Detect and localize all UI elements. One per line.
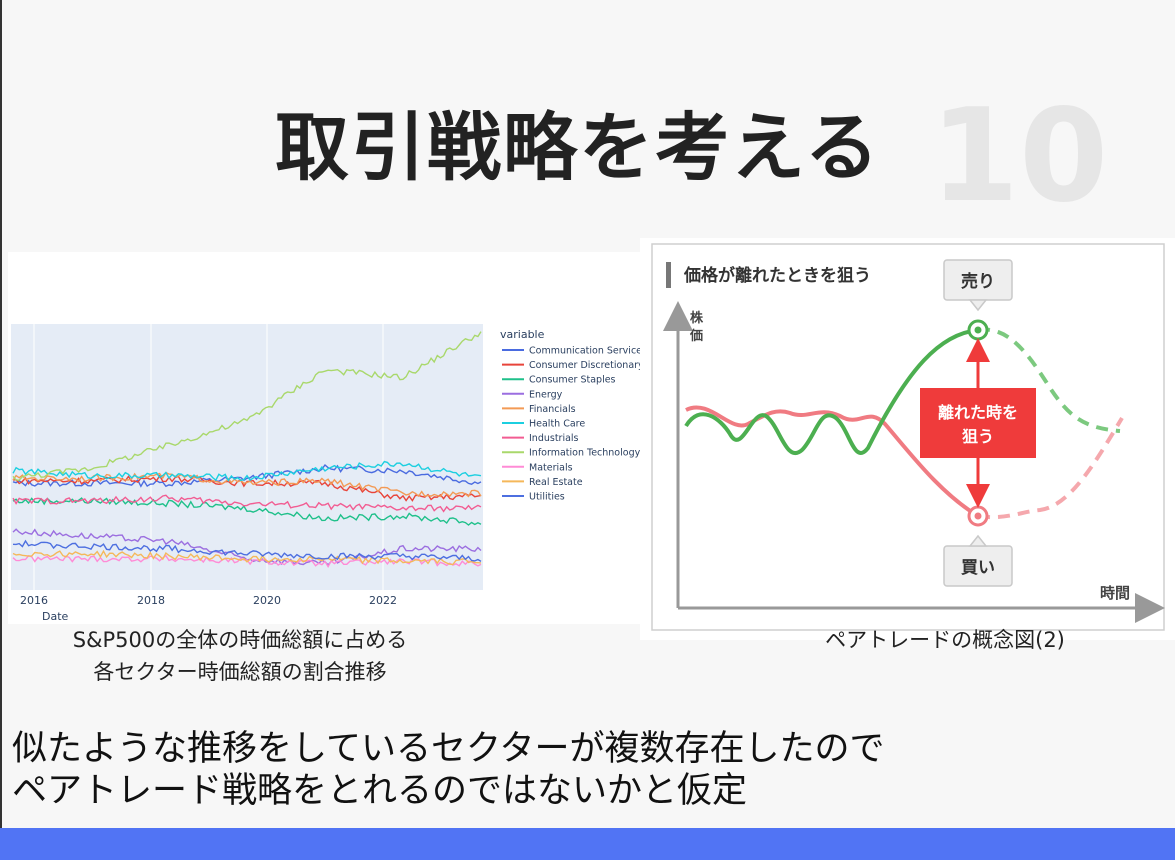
series-line-health-care xyxy=(12,460,482,482)
pair-trade-diagram: 価格が離れたときを狙う 株 価 時間 売り 買い 離れた時を 狙う xyxy=(640,238,1175,640)
diagram-header: 価格が離れたときを狙う xyxy=(683,265,871,286)
diagram-frame xyxy=(651,243,1165,631)
left-chart-caption: S&P500の全体の時価総額に占める 各セクター時価総額の割合推移 xyxy=(40,624,440,688)
series-lines xyxy=(12,331,482,569)
legend-label-materials: Materials xyxy=(529,462,573,473)
window-left-border xyxy=(0,0,2,860)
pink-price-line xyxy=(685,405,980,518)
series-line-utilities xyxy=(12,539,482,562)
x-tick-2018: 2018 xyxy=(137,594,165,607)
legend-label-information-technology: Information Technology xyxy=(529,448,640,459)
series-line-industrials xyxy=(12,494,482,513)
legend-label-health-care: Health Care xyxy=(529,419,585,430)
x-tick-2022: 2022 xyxy=(369,594,397,607)
legend-label-financials: Financials xyxy=(529,404,576,415)
bottom-accent-bar xyxy=(0,828,1175,860)
legend-label-consumer-discretionary: Consumer Discretionary xyxy=(529,360,640,371)
legend-label-communication-services: Communication Services xyxy=(529,346,640,357)
slide-title: 取引戦略を考える xyxy=(275,105,881,191)
legend-title: variable xyxy=(500,328,545,341)
sector-share-line-chart: 2016 2018 2020 2022 Date variable Communica… xyxy=(8,252,640,624)
series-line-consumer-staples xyxy=(12,497,482,526)
slide-body-text: 似たような推移をしているセクターが複数存在したので ペアトレード戦略をとれるので… xyxy=(12,728,885,812)
sell-callout-pointer xyxy=(968,299,988,312)
series-line-materials xyxy=(12,554,482,569)
x-tick-labels: 2016 2018 2020 2022 xyxy=(20,594,397,607)
legend: Communication Services Consumer Discretio… xyxy=(502,346,640,503)
right-diagram-caption: ペアトレードの概念図(2) xyxy=(825,628,1065,652)
series-line-information-technology xyxy=(12,331,482,481)
y-axis-label-2: 価 xyxy=(689,328,703,344)
target-text-line1: 離れた時を xyxy=(938,403,1018,422)
series-line-real-estate xyxy=(12,549,482,566)
page-number: 10 xyxy=(930,82,1109,231)
target-text-line2: 狙う xyxy=(962,427,994,446)
x-axis-label: 時間 xyxy=(1100,584,1130,602)
legend-label-industrials: Industrials xyxy=(529,433,579,444)
body-line1: 似たような推移をしているセクターが複数存在したので xyxy=(12,729,885,769)
target-box xyxy=(920,388,1036,458)
green-price-line xyxy=(684,328,979,455)
x-tick-2020: 2020 xyxy=(253,594,281,607)
x-axis-label: Date xyxy=(42,610,69,623)
left-caption-line1: S&P500の全体の時価総額に占める xyxy=(72,628,408,652)
pink-price-line-projection xyxy=(977,416,1124,520)
left-caption-line2: 各セクター時価総額の割合推移 xyxy=(93,660,387,684)
body-line2: ペアトレード戦略をとれるのではないかと仮定 xyxy=(12,771,748,811)
series-line-communication-services xyxy=(12,463,482,488)
x-tick-2016: 2016 xyxy=(20,594,48,607)
buy-point-dot xyxy=(974,512,982,520)
series-line-consumer-discretionary xyxy=(12,474,482,502)
y-axis-label-1: 株 xyxy=(690,310,704,326)
green-price-line-projection xyxy=(977,327,1121,433)
legend-label-real-estate: Real Estate xyxy=(529,477,583,488)
header-bar xyxy=(666,262,671,288)
legend-label-energy: Energy xyxy=(529,389,563,400)
plot-area xyxy=(11,324,483,590)
buy-label: 買い xyxy=(961,558,995,578)
sell-point-dot xyxy=(974,326,982,334)
buy-callout-pointer xyxy=(968,534,988,547)
legend-label-consumer-staples: Consumer Staples xyxy=(529,375,616,386)
legend-label-utilities: Utilities xyxy=(529,492,565,503)
sell-label: 売り xyxy=(961,271,995,292)
